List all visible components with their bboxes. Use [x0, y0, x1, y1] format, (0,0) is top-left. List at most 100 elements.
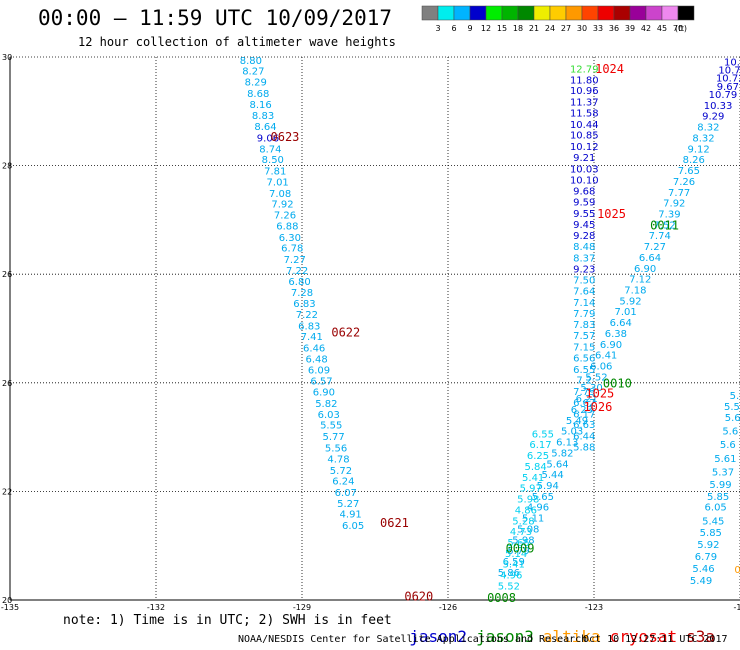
colorbar-swatch [533, 5, 551, 21]
wave-height-label: 7.2 [576, 376, 592, 387]
satellite-legend: jason2 jason3 altika cryosat s3a [390, 608, 724, 646]
wave-height-label: 5.52 [498, 581, 520, 592]
colorbar-tick-label: 33 [593, 24, 603, 33]
wave-height-label: 7.01 [267, 177, 289, 188]
wave-height-label: 6.30 [279, 233, 301, 244]
wave-height-label: 10.4 [724, 57, 740, 68]
wave-height-label: 6.23 [571, 405, 593, 416]
time-label: 1026 [583, 400, 612, 414]
wave-height-label: 7.79 [573, 387, 595, 398]
wave-height-label: 7.92 [663, 199, 685, 210]
wave-height-label: 8.37 [573, 253, 595, 264]
y-tick-label: 22 [2, 487, 12, 496]
colorbar-swatch [661, 5, 679, 21]
wave-height-label: 6.57 [310, 377, 332, 388]
wave-height-label: 6.07 [335, 488, 357, 499]
time-label: 0622 [331, 325, 360, 339]
legend-s3a: s3a [686, 627, 715, 646]
colorbar-tick-label: 42 [641, 24, 651, 33]
wave-height-label: 6.38 [605, 329, 627, 340]
colorbar-swatch [437, 5, 455, 21]
wave-height-label: 11.80 [570, 75, 599, 86]
wave-height-label: 9.59 [573, 198, 595, 209]
wave-height-label: 8.50 [262, 155, 284, 166]
wave-height-label: 10.33 [704, 101, 733, 112]
wave-height-label: 7.22 [286, 266, 308, 277]
wave-height-label: 5.30 [580, 383, 602, 394]
wave-height-label: 5.03 [561, 427, 583, 438]
colorbar-swatch [485, 5, 503, 21]
wave-height-label: 7.08 [269, 189, 291, 200]
wave-height-label: 10.79 [718, 66, 740, 77]
legend-cryosat: cryosat [609, 627, 678, 646]
wave-height-label: 8.80 [240, 56, 262, 67]
colorbar-swatch [565, 5, 583, 21]
x-tick-label: -12 [733, 603, 740, 612]
wave-height-label: 5.65 [532, 492, 554, 503]
wave-height-label: 6.62 [573, 398, 595, 409]
time-label: 0621 [380, 516, 409, 530]
grid [9, 56, 740, 601]
wave-height-label: 7.41 [301, 332, 323, 343]
y-tick-label: 30 [2, 53, 12, 62]
colorbar-tick-label: 39 [625, 24, 635, 33]
wave-height-label: 9.55 [573, 209, 595, 220]
colorbar-tick-label: 27 [561, 24, 571, 33]
credit-text: NOAA/NESDIS Center for Satellite Applica… [238, 634, 588, 645]
chart-subtitle: 12 hour collection of altimeter wave hei… [78, 35, 396, 49]
legend-jason3: jason3 [476, 627, 534, 646]
time-label: 1024 [595, 62, 624, 76]
wave-height-label: 4.73 [510, 527, 532, 538]
wave-height-label: 4.91 [340, 510, 362, 521]
wave-height-label: 10.12 [570, 142, 599, 153]
wave-height-label: 9.12 [688, 144, 710, 155]
wave-height-label: 5.52 [585, 372, 607, 383]
wave-height-label: 0 [734, 565, 740, 576]
wave-height-label: 5.45 [702, 516, 724, 527]
wave-height-label: 5.61 [714, 454, 736, 465]
y-tick-label: 26 [2, 270, 12, 279]
colorbar-tick-label: 36 [609, 24, 619, 33]
x-tick-label: -126 [439, 603, 457, 612]
wave-height-label: 5.37 [712, 467, 734, 478]
wave-height-label: 7.27 [644, 242, 666, 253]
wave-height-label: 5.79 [507, 546, 529, 557]
colorbar-tick-label: 30 [577, 24, 587, 33]
y-tick-label: 28 [2, 162, 12, 171]
wave-height-label: 7.27 [284, 255, 306, 266]
wave-height-label: 5.6 [725, 413, 740, 424]
colorbar-unit-label: (ft) [675, 24, 687, 33]
wave-height-label: 5.97 [520, 484, 542, 495]
wave-height-label: 6.63 [573, 420, 595, 431]
wave-height-label: 5.72 [330, 466, 352, 477]
wave-height-label: 4.96 [527, 503, 549, 514]
wave-height-label: 5.94 [537, 481, 559, 492]
wave-height-label: 6.90 [600, 340, 622, 351]
generated-time: Oct 10 12:27:11 UTC 2017 [583, 634, 728, 645]
colorbar-swatch [581, 5, 599, 21]
wave-height-label: 7.22 [296, 310, 318, 321]
wave-height-label: 6.90 [313, 388, 335, 399]
wave-height-label: 8.32 [697, 123, 719, 134]
colorbar-swatch [597, 5, 615, 21]
colorbar-swatch [469, 5, 487, 21]
x-tick-label: -129 [293, 603, 311, 612]
wave-height-label: 6.05 [342, 521, 364, 532]
wave-height-label: 5.64 [546, 459, 568, 470]
wave-height-label: 6.06 [590, 362, 612, 373]
time-label: 0010 [603, 376, 632, 390]
wave-height-label: 4.78 [327, 454, 349, 465]
wave-height-label: 9.45 [573, 220, 595, 231]
wave-height-label: 6.13 [556, 438, 578, 449]
wave-height-label: 5.46 [692, 564, 714, 575]
wave-height-label: 10.79 [709, 90, 738, 101]
wave-height-label: 5.9 [730, 391, 740, 402]
wave-height-label: 9.21 [573, 153, 595, 164]
wave-height-label: 7.57 [573, 331, 595, 342]
wave-height-label: 6.64 [610, 318, 632, 329]
time-label: 0008 [487, 591, 516, 605]
wave-height-label: 6.83 [293, 299, 315, 310]
wave-height-label: 7.39 [658, 209, 680, 220]
colorbar-tick-label: 45 [657, 24, 667, 33]
